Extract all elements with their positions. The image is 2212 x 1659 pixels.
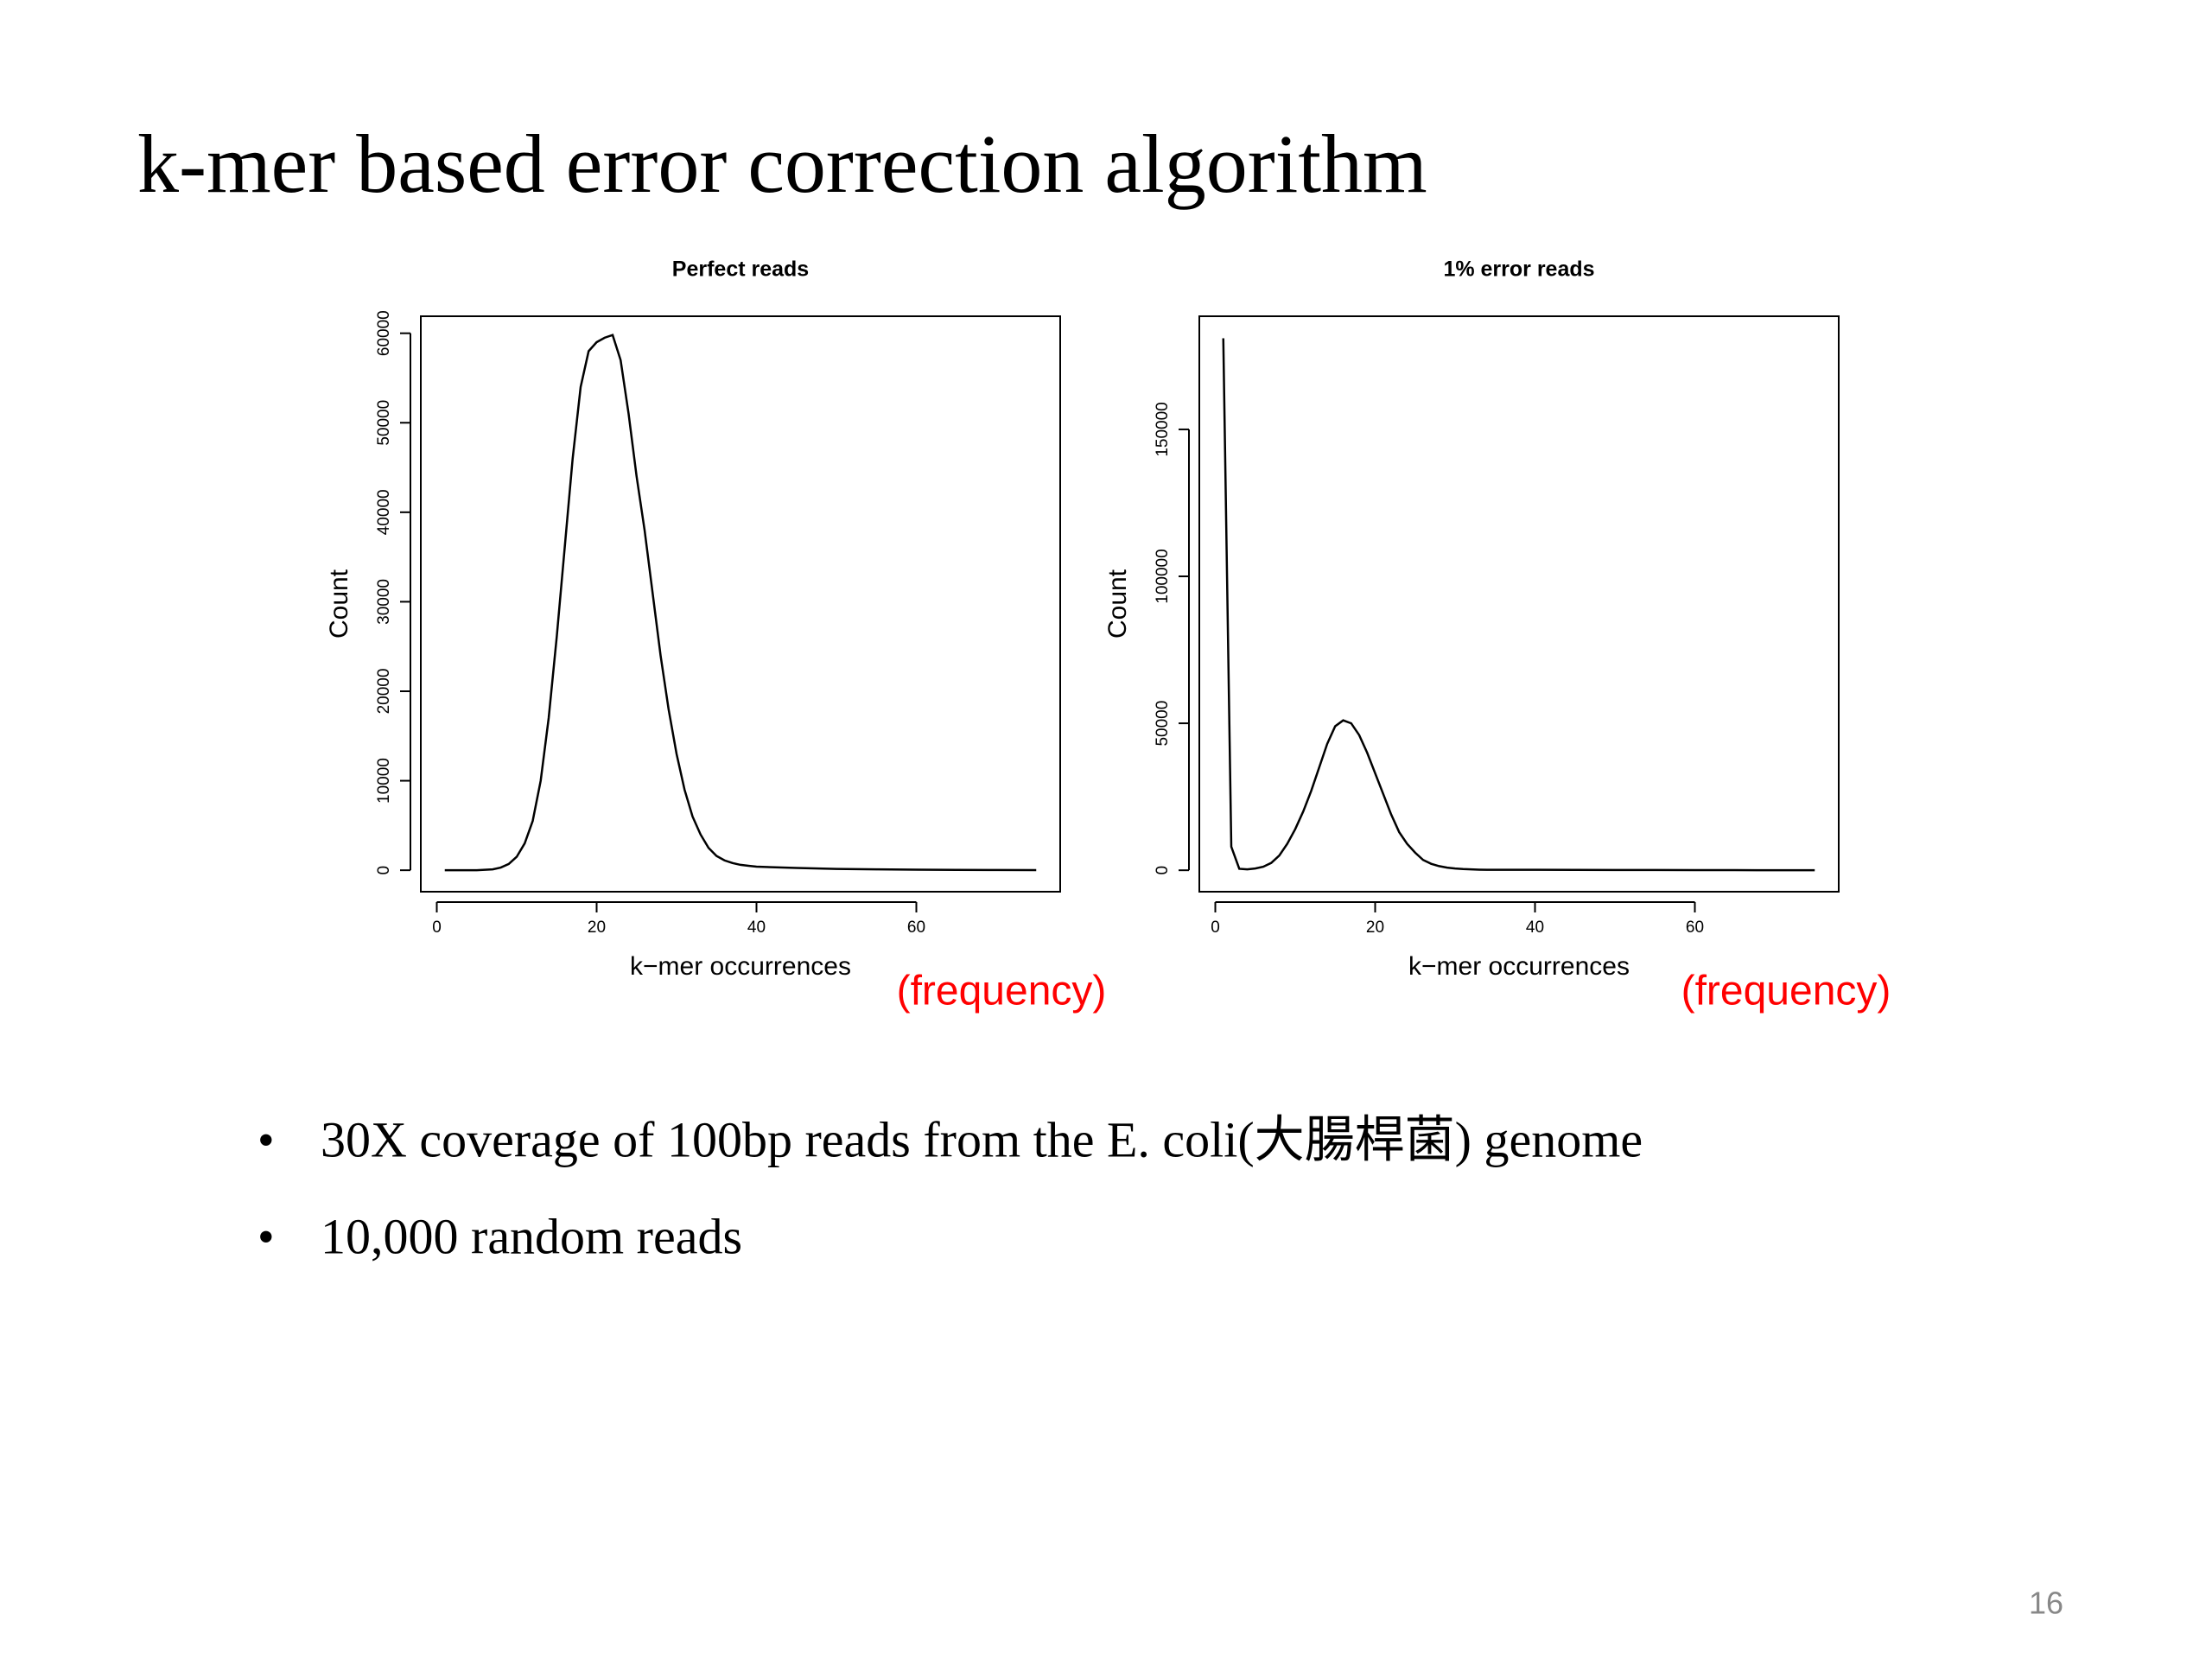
y-tick-label: 100000: [1154, 549, 1172, 603]
data-line: [444, 334, 1037, 872]
data-line: [1222, 338, 1815, 872]
y-tick-label: 150000: [1154, 402, 1172, 456]
x-tick-label: 40: [1526, 918, 1544, 937]
x-tick-label: 20: [1366, 918, 1384, 937]
x-axis-label: k−mer occurrences: [1408, 952, 1630, 981]
x-tick-label: 0: [1211, 918, 1220, 937]
y-tick-label: 40000: [375, 489, 393, 535]
chart-title: 1% error reads: [1443, 257, 1594, 282]
plot-frame: [1198, 315, 1840, 893]
annotation: (frequency): [1681, 969, 1891, 1014]
x-tick-label: 0: [432, 918, 442, 937]
chart-title: Perfect reads: [672, 257, 809, 282]
x-axis-label: k−mer occurrences: [630, 952, 851, 981]
page-number: 16: [2029, 1586, 2063, 1621]
y-tick-label: 50000: [1154, 701, 1172, 747]
y-axis-label: Count: [325, 569, 353, 639]
y-tick-label: 30000: [375, 579, 393, 625]
x-tick-label: 60: [907, 918, 925, 937]
y-tick-label: 0: [375, 866, 393, 875]
bullet-dot: •: [257, 1114, 275, 1167]
y-tick-label: 50000: [375, 400, 393, 446]
slide-title: k-mer based error correction algorithm: [137, 118, 1427, 210]
y-tick-label: 60000: [375, 310, 393, 356]
y-tick-label: 0: [1154, 866, 1172, 875]
bullet-text: 30X coverage of 100bp reads from the E. …: [321, 1111, 1643, 1167]
y-tick-label: 20000: [375, 669, 393, 715]
bullet-text: 10,000 random reads: [321, 1208, 742, 1264]
x-tick-label: 20: [588, 918, 606, 937]
x-tick-label: 40: [747, 918, 766, 937]
y-axis-label: Count: [1103, 569, 1132, 639]
annotation: (frequency): [897, 969, 1107, 1014]
x-tick-label: 60: [1686, 918, 1704, 937]
plot-frame: [420, 315, 1061, 893]
bullet-dot: •: [257, 1211, 275, 1264]
y-tick-label: 10000: [375, 758, 393, 804]
